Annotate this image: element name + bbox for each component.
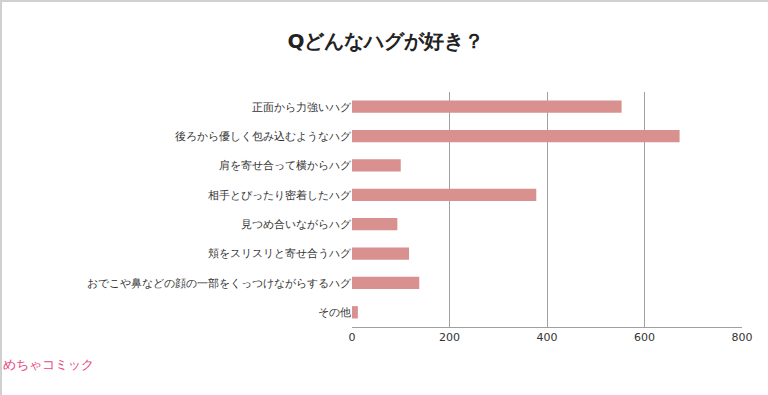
- svg-text:見つめ合いながらハグ: 見つめ合いながらハグ: [241, 218, 352, 231]
- svg-text:600: 600: [634, 331, 655, 344]
- svg-text:正面から力強いハグ: 正面から力強いハグ: [252, 101, 352, 114]
- svg-text:おでこや鼻などの顔の一部をくっつけながらするハグ: おでこや鼻などの顔の一部をくっつけながらするハグ: [87, 277, 352, 290]
- svg-text:後ろから優しく包み込むようなハグ: 後ろから優しく包み込むようなハグ: [175, 130, 352, 143]
- svg-text:頬をスリスリと寄せ合うハグ: 頬をスリスリと寄せ合うハグ: [208, 247, 352, 260]
- svg-text:800: 800: [732, 331, 753, 344]
- svg-text:Qどんなハグが好き？: Qどんなハグが好き？: [287, 29, 484, 53]
- svg-text:めちゃコミック: めちゃコミック: [3, 357, 94, 372]
- svg-text:肩を寄せ合って横からハグ: 肩を寄せ合って横からハグ: [219, 159, 352, 172]
- svg-text:相手とぴったり密着したハグ: 相手とぴったり密着したハグ: [208, 189, 352, 202]
- svg-text:200: 200: [439, 331, 460, 344]
- svg-text:400: 400: [537, 331, 558, 344]
- svg-text:0: 0: [349, 331, 356, 344]
- svg-text:その他: その他: [318, 306, 351, 319]
